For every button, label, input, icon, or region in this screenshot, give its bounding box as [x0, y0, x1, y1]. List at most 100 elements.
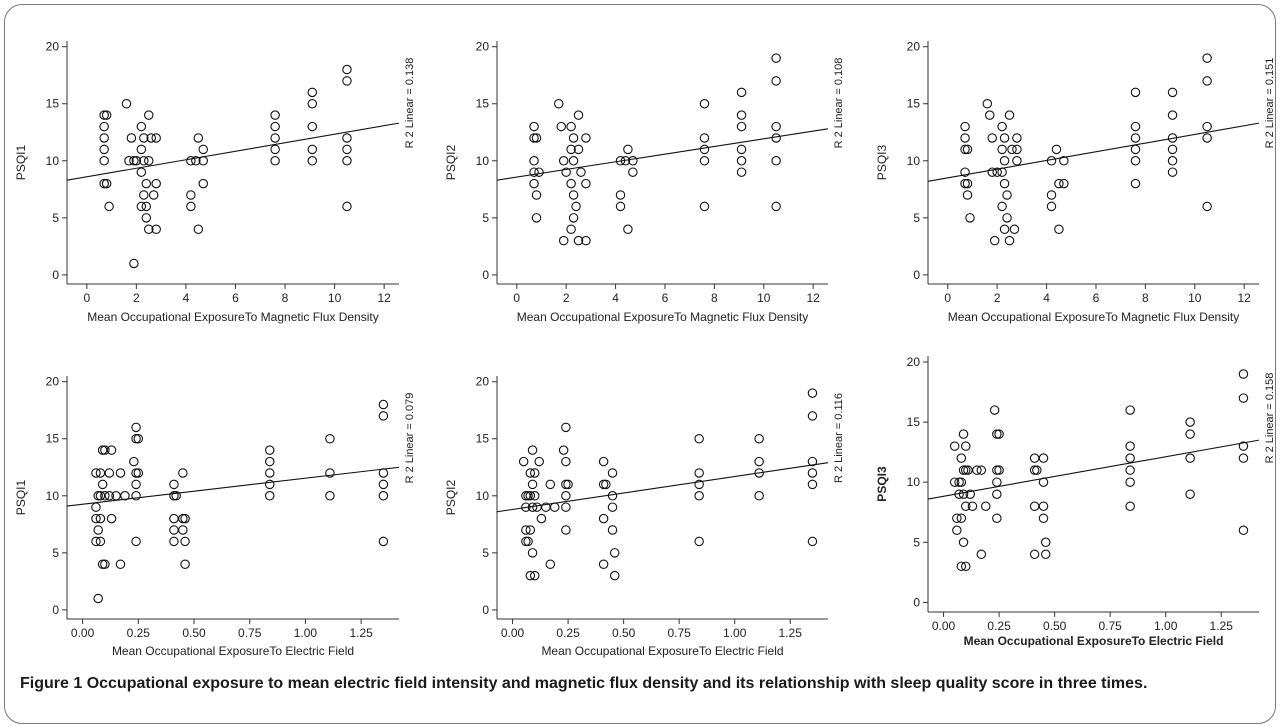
y-tick-label: 5	[52, 211, 59, 225]
data-point	[965, 489, 975, 499]
data-point	[623, 144, 633, 155]
data-point	[754, 433, 764, 444]
data-point	[139, 133, 149, 143]
x-tick-label: 0.50	[1043, 619, 1067, 633]
y-tick-label: 20	[907, 40, 921, 54]
data-point	[956, 477, 967, 487]
data-point	[987, 167, 997, 177]
data-point	[981, 501, 991, 511]
data-point	[576, 167, 586, 177]
x-tick-label: 10	[1188, 291, 1202, 305]
x-tick-label: 8	[282, 291, 289, 305]
data-point	[694, 491, 704, 501]
data-point	[949, 441, 960, 451]
data-point	[561, 502, 571, 512]
data-point	[180, 536, 190, 547]
data-point	[180, 513, 190, 524]
y-tick-label: 0	[52, 268, 59, 282]
data-point	[999, 224, 1010, 234]
data-point	[101, 178, 112, 189]
scatter-panel-4: 0 5 10 15 20 0.00 0.25 0.50 0.75 1.00 1.25 Mean Occ…	[14, 375, 416, 658]
data-point	[378, 536, 389, 547]
data-point	[628, 156, 638, 166]
y-tick-label: 10	[907, 475, 921, 489]
data-point	[807, 479, 818, 490]
data-point	[121, 98, 132, 109]
data-point	[178, 468, 188, 478]
data-point	[568, 213, 579, 223]
data-point	[609, 548, 620, 558]
data-point	[550, 502, 560, 512]
x-tick-label: 1.25	[349, 626, 373, 640]
data-point	[265, 445, 275, 455]
data-point	[961, 501, 971, 511]
data-point	[525, 491, 536, 501]
data-point	[568, 133, 579, 143]
data-point	[736, 167, 747, 177]
data-point	[530, 491, 540, 501]
data-point	[191, 156, 201, 166]
data-point	[1130, 156, 1141, 166]
data-point	[754, 468, 764, 478]
data-point	[101, 110, 112, 120]
x-tick-label: 0.25	[556, 626, 580, 640]
data-point	[807, 388, 818, 398]
data-point	[1130, 178, 1141, 189]
data-point	[523, 536, 533, 547]
data-point	[807, 456, 818, 467]
data-point	[534, 167, 544, 177]
data-point	[133, 433, 144, 444]
data-point	[518, 456, 529, 467]
data-point	[144, 156, 154, 166]
data-point	[307, 121, 318, 132]
data-point	[136, 144, 147, 155]
y-axis-title: PSQI2	[444, 145, 458, 181]
data-point	[525, 468, 536, 478]
figure-frame	[4, 4, 1276, 724]
data-point	[699, 133, 710, 143]
data-point	[1125, 501, 1135, 511]
x-tick-label: 10	[757, 291, 771, 305]
data-point	[198, 144, 209, 155]
y-tick-label: 20	[46, 375, 60, 389]
data-point	[1007, 144, 1017, 155]
r-squared-label: R 2 Linear = 0.116	[833, 393, 845, 483]
x-tick-label: 0.00	[932, 619, 956, 633]
data-point	[307, 87, 318, 98]
data-point	[1002, 190, 1012, 200]
data-point	[997, 121, 1007, 132]
data-point	[270, 144, 280, 155]
x-axis-title: Mean Occupational ExposureTo Magnetic Fl…	[517, 310, 808, 324]
data-point	[186, 190, 196, 200]
data-point	[566, 121, 576, 132]
data-point	[1125, 453, 1135, 463]
y-tick-label: 15	[46, 432, 60, 446]
data-point	[529, 133, 539, 143]
data-point	[169, 525, 179, 535]
data-point	[97, 559, 108, 569]
data-point	[568, 156, 579, 166]
data-point	[270, 121, 280, 132]
x-tick-label: 4	[612, 291, 619, 305]
x-tick-label: 1.00	[1154, 619, 1178, 633]
data-point	[529, 167, 539, 177]
data-point	[169, 536, 179, 547]
data-point	[771, 133, 781, 143]
data-point	[131, 433, 141, 444]
data-point	[771, 53, 781, 63]
data-point	[960, 178, 970, 189]
x-tick-label: 2	[994, 291, 1001, 305]
data-point	[960, 167, 970, 177]
caption-label: Figure 1	[20, 675, 83, 692]
data-point	[99, 144, 109, 155]
data-point	[958, 537, 969, 548]
data-point	[962, 190, 973, 200]
data-point	[997, 167, 1007, 177]
data-point	[807, 536, 818, 547]
data-point	[1130, 87, 1141, 98]
data-point	[523, 491, 533, 501]
data-point	[106, 445, 117, 455]
x-tick-label: 1.00	[723, 626, 747, 640]
data-point	[270, 156, 280, 166]
data-point	[171, 491, 181, 501]
